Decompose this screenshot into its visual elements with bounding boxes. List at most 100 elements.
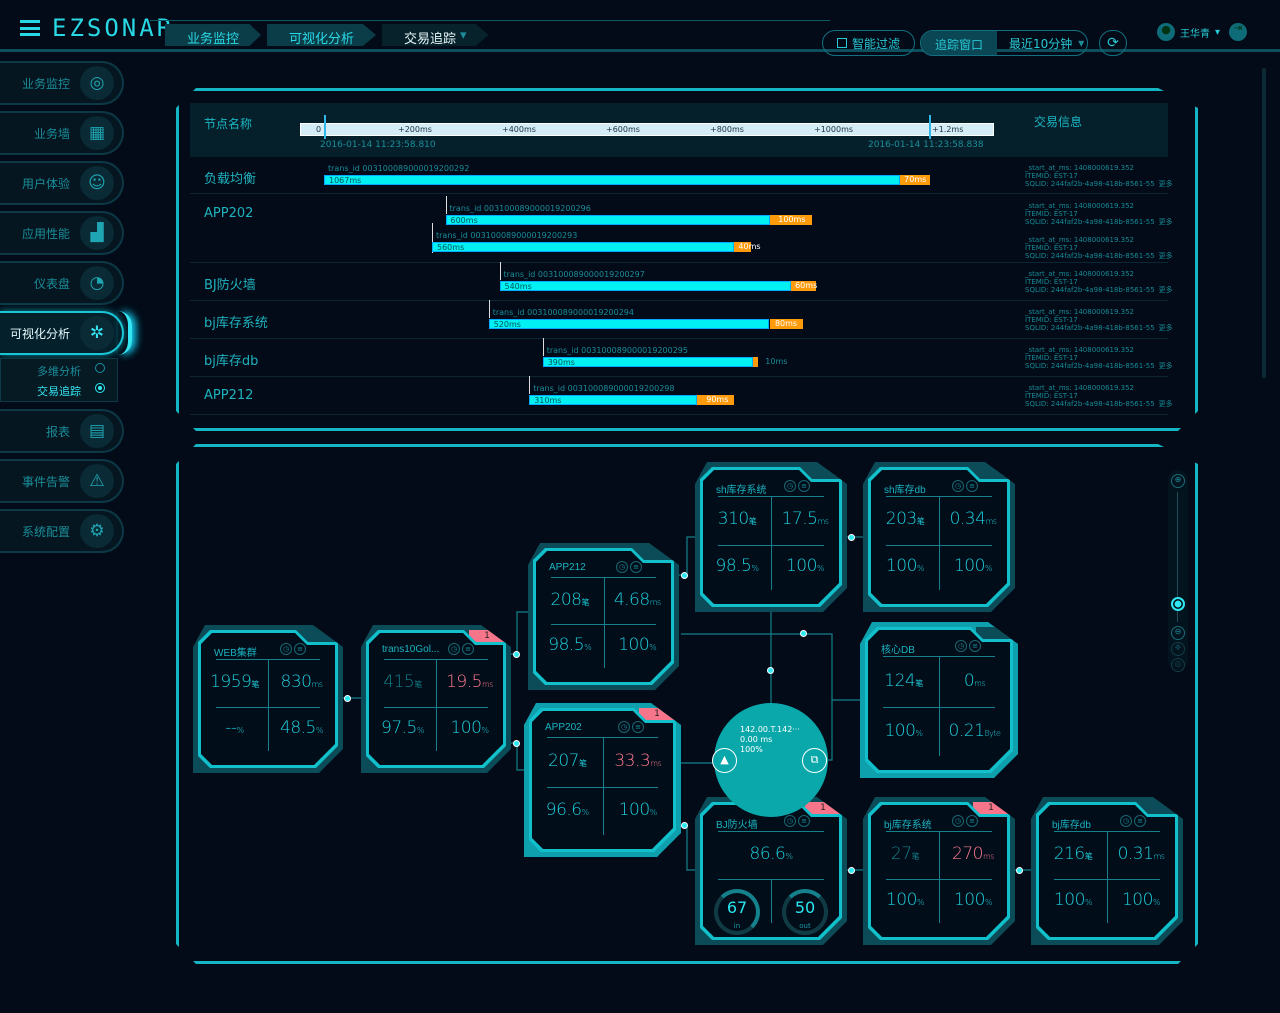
smart-filter-checkbox[interactable]: 智能过滤 <box>822 30 916 56</box>
time-ruler[interactable] <box>300 123 994 136</box>
center-node[interactable]: 142.00.T.142··· 0.00 ms 100% ▲ ⧉ <box>712 703 828 817</box>
node-card[interactable]: 1 BJ防火墙 ◷ ≡ 86.6% 67 in 50 out <box>695 797 847 945</box>
list-icon[interactable]: ≡ <box>969 640 981 652</box>
timeline-row[interactable]: APP202 trans_id 003100089000019200296 600m… <box>190 194 1168 263</box>
more-link[interactable]: 更多 <box>1158 286 1173 294</box>
fit-icon[interactable]: ◎ <box>1171 658 1185 672</box>
sidebar-item[interactable]: 可视化分析 ✲ <box>0 311 124 355</box>
wait-bar[interactable]: 90ms <box>696 395 735 405</box>
list-icon[interactable]: ≡ <box>798 480 810 492</box>
wait-bar[interactable] <box>753 357 759 367</box>
duration-bar[interactable]: 310ms <box>529 395 697 405</box>
radio-icon[interactable] <box>95 383 105 393</box>
node-card[interactable]: sh库存系统 ◷ ≡ 310笔 17.5ms 98.5% 100% <box>695 462 847 612</box>
timeline-row[interactable]: bj库存系统 trans_id 003100089000019200294 520m… <box>190 300 1168 339</box>
page-scrollbar[interactable] <box>1262 68 1266 378</box>
node-card[interactable]: sh库存db ◷ ≡ 203笔 0.34ms 100% 100% <box>863 462 1015 612</box>
refresh-button[interactable]: ⟳ <box>1099 30 1127 56</box>
zoom-slider-track[interactable] <box>1177 492 1178 622</box>
duration-bar[interactable]: 390ms <box>542 357 754 367</box>
node-card[interactable]: APP212 ◷ ≡ 208笔 4.68ms 98.5% 100% <box>528 543 679 690</box>
sidebar-item[interactable]: 用户体验 ☺ <box>0 161 124 205</box>
breadcrumb-item[interactable]: 业务监控 <box>165 24 262 46</box>
duration-bar[interactable]: 600ms <box>445 215 770 225</box>
duration-bar[interactable]: 1067ms <box>324 175 901 185</box>
list-icon[interactable]: ≡ <box>798 815 810 827</box>
more-link[interactable]: 更多 <box>1158 180 1173 188</box>
menu-icon[interactable] <box>20 20 40 36</box>
logo[interactable]: EZSONAR <box>20 14 174 42</box>
connector-dot <box>800 630 807 637</box>
list-icon[interactable]: ≡ <box>294 643 306 655</box>
history-icon[interactable]: ◷ <box>618 721 630 733</box>
timeline-row[interactable]: BJ防火墙 trans_id 003100089000019200297 540ms… <box>190 262 1168 301</box>
metric-value: 4.68 <box>613 589 650 610</box>
sidebar-item[interactable]: 事件告警 ⚠ <box>0 459 124 503</box>
ruler-end-handle[interactable] <box>929 115 931 139</box>
metric-value: 97.5 <box>381 717 417 738</box>
history-icon[interactable]: ◷ <box>952 815 964 827</box>
ruler-start-handle[interactable] <box>324 115 326 139</box>
node-card[interactable]: 核心DB ◷ ≡ 124笔 0ms 100% 0.21Byte <box>860 622 1018 778</box>
wait-bar[interactable]: 70ms <box>900 175 930 185</box>
user-menu[interactable]: ● 王华青 ▾ ⇥ <box>1157 23 1248 41</box>
list-icon[interactable]: ≡ <box>462 643 474 655</box>
node-card[interactable]: WEB集群 ◷ ≡ 1959笔 830ms --% 48.5% <box>193 625 343 773</box>
history-icon[interactable]: ◷ <box>280 643 292 655</box>
more-link[interactable]: 更多 <box>1158 362 1173 370</box>
firewall-rate: 86.6% <box>749 843 793 864</box>
sidebar-item[interactable]: 业务墙 ▦ <box>0 111 124 155</box>
more-link[interactable]: 更多 <box>1158 218 1173 226</box>
history-icon[interactable]: ◷ <box>955 640 967 652</box>
expand-icon[interactable]: ⧉ <box>802 748 827 773</box>
history-icon[interactable]: ◷ <box>784 815 796 827</box>
more-link[interactable]: 更多 <box>1158 400 1173 408</box>
submenu-item[interactable]: 多维分析 <box>1 363 117 379</box>
wait-label: 10ms <box>765 357 788 366</box>
zoom-in-icon[interactable]: ⊕ <box>1171 474 1185 488</box>
history-icon[interactable]: ◷ <box>616 561 628 573</box>
breadcrumb-current[interactable]: 交易追踪 ▾ <box>382 24 489 46</box>
history-icon[interactable]: ◷ <box>952 480 964 492</box>
list-icon[interactable]: ≡ <box>966 480 978 492</box>
timeline-row[interactable]: 负载均衡 trans_id 003100089000019200292 1067ms… <box>190 157 1168 194</box>
zoom-out-icon[interactable]: ⊖ <box>1171 626 1185 640</box>
node-card[interactable]: 1 APP202 ◷ ≡ 207笔 33.3ms 96.6% 100% <box>524 703 681 857</box>
timeline-row[interactable]: bj库存db trans_id 003100089000019200295 390m… <box>190 338 1168 377</box>
history-icon[interactable]: ◷ <box>1120 815 1132 827</box>
node-card[interactable]: 1 bj库存系统 ◷ ≡ 27笔 270ms 100% 100% <box>863 797 1015 945</box>
submenu-item[interactable]: 交易追踪 <box>1 383 117 399</box>
sidebar-item[interactable]: 系统配置 ⚙ <box>0 509 124 553</box>
duration-bar[interactable]: 520ms <box>488 319 770 329</box>
list-icon[interactable]: ≡ <box>1134 815 1146 827</box>
sidebar-item-label: 可视化分析 <box>9 326 70 341</box>
logout-icon[interactable]: ⇥ <box>1229 23 1248 41</box>
sidebar-item[interactable]: 报表 ▤ <box>0 409 124 453</box>
history-icon[interactable]: ◷ <box>784 480 796 492</box>
chart-icon[interactable]: ▲ <box>712 748 737 773</box>
sidebar-item[interactable]: 业务监控 ◎ <box>0 61 124 105</box>
metric-cell: 830ms <box>268 672 335 692</box>
wait-bar[interactable]: 80ms <box>769 319 804 329</box>
history-icon[interactable]: ◷ <box>448 643 460 655</box>
more-link[interactable]: 更多 <box>1158 324 1173 332</box>
timeline-row[interactable]: APP212 trans_id 003100089000019200298 310m… <box>190 376 1168 415</box>
zoom-slider-handle[interactable] <box>1171 597 1185 611</box>
list-icon[interactable]: ≡ <box>632 721 644 733</box>
more-link[interactable]: 更多 <box>1158 252 1173 260</box>
breadcrumb-item[interactable]: 可视化分析 <box>267 24 377 46</box>
node-card[interactable]: bj库存db ◷ ≡ 216笔 0.31ms 100% 100% <box>1031 797 1183 945</box>
wait-bar[interactable]: 40ms <box>734 242 761 252</box>
sidebar-item[interactable]: 应用性能 ▟ <box>0 211 124 255</box>
wait-bar[interactable]: 60ms <box>791 281 817 291</box>
time-range-select[interactable]: 追踪窗口 最近10分钟 ▾ <box>920 30 1088 56</box>
list-icon[interactable]: ≡ <box>966 815 978 827</box>
duration-bar[interactable]: 560ms <box>432 242 735 252</box>
list-icon[interactable]: ≡ <box>630 561 642 573</box>
duration-bar[interactable]: 540ms <box>499 281 792 291</box>
pan-icon[interactable]: ✥ <box>1171 642 1185 656</box>
node-card[interactable]: 1 trans10Gol... ◷ ≡ 415笔 19.5ms 97.5% 100% <box>361 625 511 773</box>
radio-icon[interactable] <box>95 363 105 373</box>
wait-bar[interactable]: 100ms <box>769 215 812 225</box>
sidebar-item[interactable]: 仪表盘 ◔ <box>0 261 124 305</box>
